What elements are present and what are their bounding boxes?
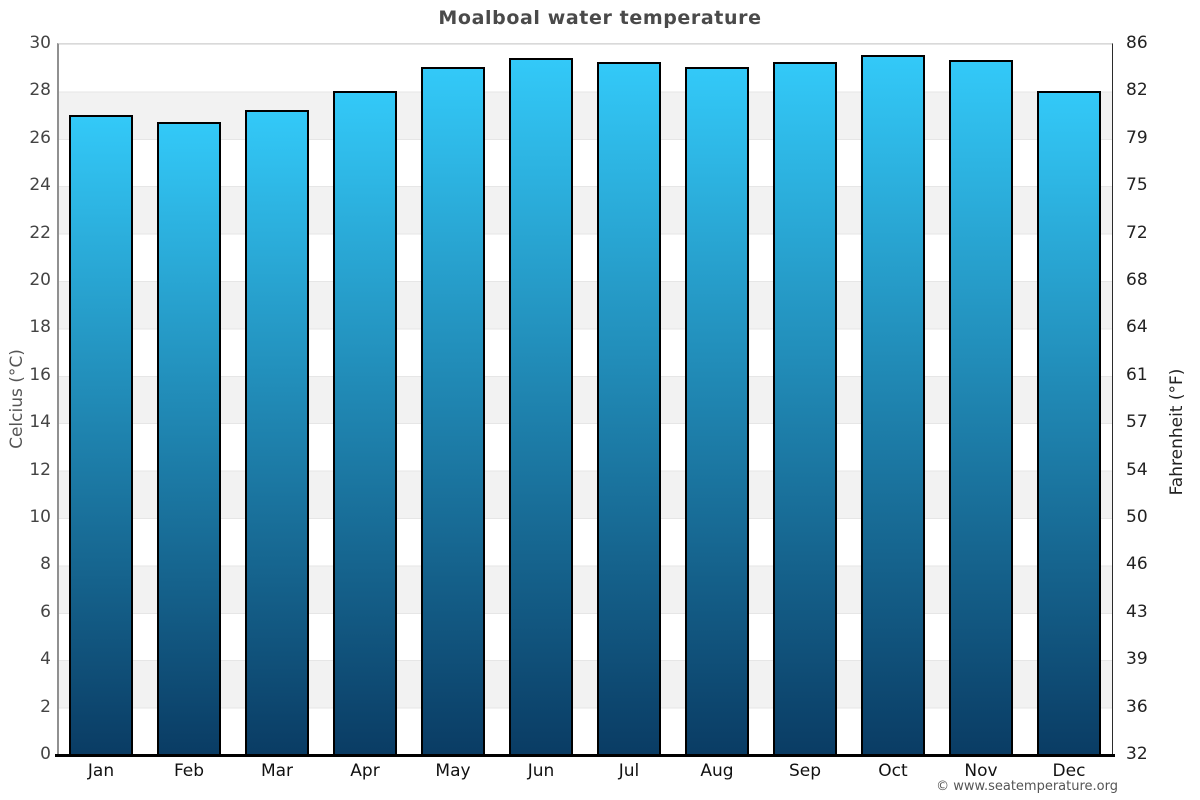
y-tick-celsius-6: 6	[40, 601, 51, 622]
y-tick-fahrenheit-82: 82	[1126, 80, 1148, 101]
bar-slot-apr	[321, 43, 409, 754]
y-tick-celsius-2: 2	[40, 696, 51, 717]
bar-jun	[509, 57, 573, 754]
x-tick-oct: Oct	[878, 761, 908, 781]
bar-slot-dec	[1025, 43, 1113, 754]
bar-aug	[685, 67, 749, 754]
y-axis-title-fahrenheit: Fahrenheit (°F)	[1167, 368, 1187, 496]
y-tick-celsius-12: 12	[29, 459, 51, 480]
bar-slot-jan	[57, 43, 145, 754]
bar-nov	[949, 60, 1013, 754]
y-tick-celsius-4: 4	[40, 649, 51, 670]
bar-jul	[597, 62, 661, 754]
y-tick-fahrenheit-86: 86	[1126, 33, 1148, 53]
y-axis-title-celsius: Celcius (°C)	[7, 349, 27, 449]
y-tick-celsius-24: 24	[29, 175, 51, 196]
y-tick-fahrenheit-54: 54	[1126, 459, 1148, 480]
bar-slot-jul	[585, 43, 673, 754]
y-tick-celsius-22: 22	[29, 222, 51, 243]
y-tick-celsius-16: 16	[29, 364, 51, 385]
y-tick-celsius-10: 10	[29, 507, 51, 527]
bar-slot-feb	[145, 43, 233, 754]
bar-oct	[861, 55, 925, 754]
plot-area	[57, 43, 1113, 754]
bar-slot-may	[409, 43, 497, 754]
y-tick-fahrenheit-72: 72	[1126, 222, 1148, 243]
chart-title: Moalboal water temperature	[438, 7, 762, 29]
bar-slot-jun	[497, 43, 585, 754]
y-tick-fahrenheit-61: 61	[1126, 364, 1148, 385]
y-tick-fahrenheit-50: 50	[1126, 507, 1148, 527]
y-tick-fahrenheit-43: 43	[1126, 601, 1148, 622]
x-tick-mar: Mar	[260, 761, 294, 781]
y-tick-fahrenheit-32: 32	[1126, 744, 1148, 764]
bar-series	[57, 43, 1113, 754]
bar-slot-oct	[849, 43, 937, 754]
x-tick-may: May	[435, 761, 471, 781]
bar-mar	[245, 109, 309, 754]
y-tick-celsius-0: 0	[40, 744, 51, 764]
bar-slot-mar	[233, 43, 321, 754]
bar-jan	[69, 114, 133, 754]
x-tick-apr: Apr	[350, 761, 380, 781]
y-tick-celsius-30: 30	[29, 33, 51, 53]
y-tick-fahrenheit-68: 68	[1126, 270, 1148, 290]
copyright-watermark: © www.seatemperature.org	[936, 779, 1118, 794]
x-tick-dec: Dec	[1052, 761, 1086, 781]
y-tick-fahrenheit-79: 79	[1126, 127, 1148, 148]
bar-slot-nov	[937, 43, 1025, 754]
y-tick-fahrenheit-64: 64	[1126, 317, 1148, 338]
x-tick-jan: Jan	[87, 761, 115, 781]
x-tick-sep: Sep	[788, 761, 822, 781]
x-axis-month-labels: Jan Feb Mar Apr May Jun Jul Aug Sep Oct Nov Dec	[57, 761, 1113, 781]
y-tick-celsius-8: 8	[40, 554, 51, 575]
y-tick-fahrenheit-57: 57	[1126, 412, 1148, 433]
x-axis-baseline	[55, 754, 1115, 757]
y-tick-fahrenheit-75: 75	[1126, 175, 1148, 196]
y-tick-celsius-28: 28	[29, 80, 51, 101]
y-tick-celsius-14: 14	[29, 412, 51, 433]
y-tick-fahrenheit-39: 39	[1126, 649, 1148, 670]
x-tick-nov: Nov	[964, 761, 998, 781]
y-tick-celsius-20: 20	[29, 270, 51, 290]
y-tick-celsius-18: 18	[29, 317, 51, 338]
y-tick-fahrenheit-36: 36	[1126, 696, 1148, 717]
bar-may	[421, 67, 485, 754]
y-tick-celsius-26: 26	[29, 127, 51, 148]
x-tick-feb: Feb	[173, 761, 205, 781]
x-tick-jun: Jun	[527, 761, 555, 781]
bar-slot-sep	[761, 43, 849, 754]
bar-apr	[333, 90, 397, 754]
bar-dec	[1037, 90, 1101, 754]
y-tick-fahrenheit-46: 46	[1126, 554, 1148, 575]
bar-sep	[773, 62, 837, 754]
bar-feb	[157, 121, 221, 754]
bar-slot-aug	[673, 43, 761, 754]
x-tick-aug: Aug	[700, 761, 734, 781]
x-tick-jul: Jul	[618, 761, 640, 781]
